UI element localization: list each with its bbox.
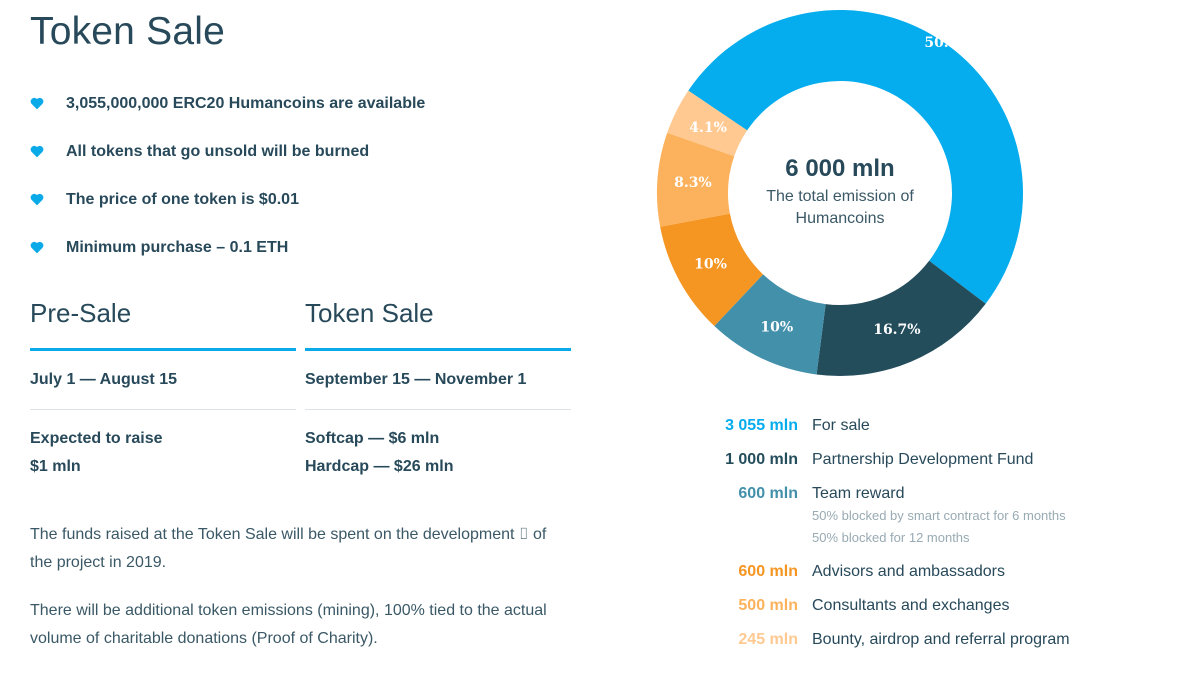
presale-dates: July 1 — August 15: [30, 351, 296, 410]
donut-slice: [660, 213, 764, 327]
legend-row: 600 mln Team reward 50% blocked by smart c…: [690, 480, 1170, 558]
legend-value: 600 mln: [738, 485, 798, 502]
legend-note: 50% blocked for 12 months: [812, 530, 970, 545]
heart-icon: [30, 193, 44, 207]
list-item: All tokens that go unsold will be burned: [30, 128, 425, 176]
presale-info: Expected to raise $1 mln: [30, 410, 296, 481]
donut-slice: [667, 90, 748, 157]
donut-slice: [816, 260, 986, 376]
legend-row: 3 055 mln For sale: [690, 412, 1170, 446]
legend-row: 245 mln Bounty, airdrop and referral prog…: [690, 626, 1170, 660]
legend-value: 245 mln: [738, 631, 798, 648]
legend-label: Team reward: [812, 485, 905, 502]
legend-value: 600 mln: [738, 563, 798, 580]
divider: [305, 348, 571, 351]
feature-text: The price of one token is $0.01: [66, 191, 299, 208]
legend-row: 1 000 mln Partnership Development Fund: [690, 446, 1170, 480]
feature-text: 3,055,000,000 ERC20 Humancoins are avail…: [66, 95, 426, 112]
legend-label: Bounty, airdrop and referral program: [812, 631, 1070, 648]
legend-label: For sale: [812, 417, 870, 434]
legend-label: Advisors and ambassadors: [812, 563, 1005, 580]
donut-chart: 50.9% 16.7% 10% 10% 8.3% 4.1%: [657, 9, 1024, 376]
list-item: The price of one token is $0.01: [30, 176, 425, 224]
tokensale-title: Token Sale: [305, 298, 434, 328]
feature-text: All tokens that go unsold will be burned: [66, 143, 370, 160]
feature-list: 3,055,000,000 ERC20 Humancoins are avail…: [30, 80, 425, 272]
legend-value: 500 mln: [738, 597, 798, 614]
legend-label: Partnership Development Fund: [812, 451, 1034, 468]
tokensale-dates: September 15 — November 1: [305, 351, 571, 410]
presale-line2: $1 mln: [30, 458, 81, 475]
donut-slice: [688, 9, 1024, 304]
total-emission-value: 6 000 mln: [785, 155, 895, 182]
softcap-text: Softcap — $6 mln: [305, 430, 440, 447]
slice-label: 10%: [760, 319, 793, 335]
legend-note: 50% blocked by smart contract for 6 mont…: [812, 508, 1066, 523]
legend: 3 055 mln For sale 1 000 mln Partnership De…: [690, 412, 1170, 660]
page-title: Token Sale: [30, 10, 225, 53]
divider: [30, 348, 296, 351]
emission-paragraph: There will be additional token emissions…: [30, 602, 547, 647]
donut-slice: [657, 132, 735, 227]
heart-icon: [30, 241, 44, 255]
hardcap-text: Hardcap — $26 mln: [305, 458, 454, 475]
funds-paragraph: The funds raised at the Token Sale will …: [30, 526, 547, 571]
total-emission-label: The total emission of Humancoins: [766, 188, 914, 227]
legend-label: Consultants and exchanges: [812, 597, 1010, 614]
slice-label: 4.1%: [689, 120, 727, 136]
slice-label: 50.9%: [924, 35, 971, 51]
legend-value: 1 000 mln: [725, 451, 798, 468]
list-item: Minimum purchase – 0.1 ETH: [30, 224, 425, 272]
presale-column: Pre-Sale July 1 — August 15 Expected to …: [30, 296, 296, 481]
presale-title: Pre-Sale: [30, 298, 132, 328]
tokensale-info: Softcap — $6 mln Hardcap — $26 mln: [305, 410, 571, 481]
legend-row: 600 mln Advisors and ambassadors: [690, 558, 1170, 592]
list-item: 3,055,000,000 ERC20 Humancoins are avail…: [30, 80, 425, 128]
feature-text: Minimum purchase – 0.1 ETH: [66, 239, 289, 256]
slice-label: 16.7%: [873, 322, 920, 338]
tokensale-column: Token Sale September 15 — November 1 Sof…: [305, 296, 571, 481]
donut-slice: [714, 274, 826, 375]
presale-line1: Expected to raise: [30, 430, 163, 447]
legend-row: 500 mln Consultants and exchanges: [690, 592, 1170, 626]
slice-label: 10%: [694, 257, 727, 273]
legend-value: 3 055 mln: [725, 417, 798, 434]
donut-center: 6 000 mln The total emission of Humancoi…: [740, 152, 940, 230]
heart-icon: [30, 97, 44, 111]
heart-icon: [30, 145, 44, 159]
slice-label: 8.3%: [674, 175, 712, 191]
